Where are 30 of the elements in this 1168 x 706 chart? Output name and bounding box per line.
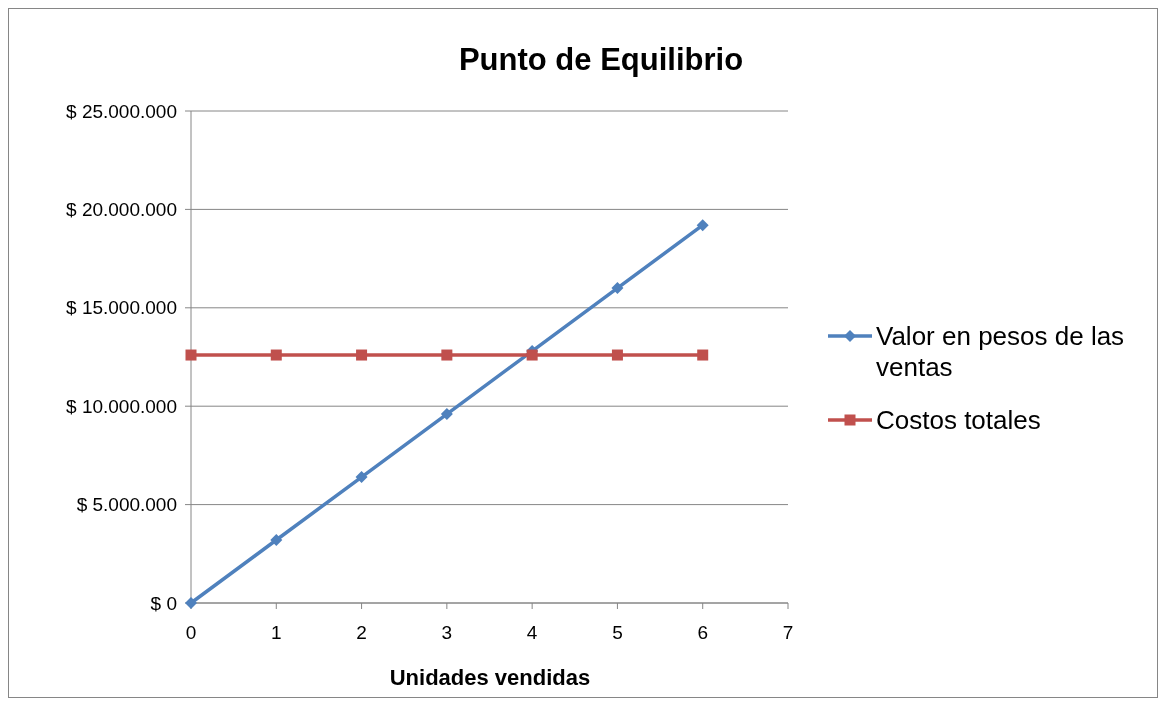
y-tick-label: $ 25.000.000 xyxy=(66,100,177,122)
x-tick-label: 4 xyxy=(526,622,538,643)
point xyxy=(611,349,623,361)
y-tick-label: $ 5.000.000 xyxy=(76,494,177,516)
x-tick-label: 1 xyxy=(271,622,282,643)
x-tick-label: 2 xyxy=(356,622,367,643)
point xyxy=(440,408,453,421)
x-tick-label: 7 xyxy=(782,622,794,643)
point xyxy=(526,349,538,361)
x-tick-label: 0 xyxy=(185,622,197,643)
x-axis-title: Unidades vendidas xyxy=(389,665,591,690)
y-tick-label: $ 10.000.000 xyxy=(66,395,177,417)
y-tick-label: $ 15.000.000 xyxy=(66,297,177,319)
y-tick-label: $ 20.000.000 xyxy=(66,199,177,221)
point xyxy=(270,534,283,547)
point xyxy=(270,349,282,361)
chart-title: Punto de Equilibrio xyxy=(458,42,744,77)
point xyxy=(697,349,709,361)
point xyxy=(356,349,368,361)
point xyxy=(355,471,368,484)
y-tick-label: $ 0 xyxy=(150,592,177,614)
x-tick-label: 6 xyxy=(697,622,708,643)
legend-label: Costos totales xyxy=(876,405,1041,436)
x-tick-label: 3 xyxy=(441,622,453,643)
point xyxy=(185,349,197,361)
point xyxy=(611,282,624,295)
point xyxy=(441,349,453,361)
point xyxy=(696,219,709,232)
x-tick-label: 5 xyxy=(612,622,623,643)
legend-label: Valor en pesos de las ventas xyxy=(876,321,1125,383)
